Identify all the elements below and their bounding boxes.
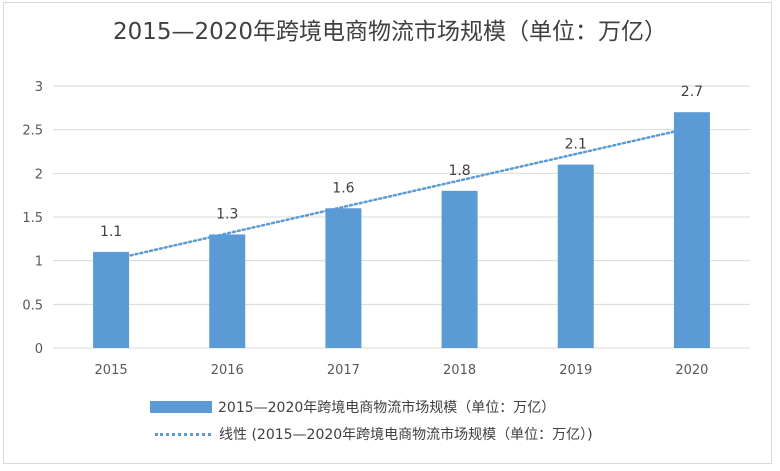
x-tick-label-2017: 2017	[327, 363, 360, 378]
legend-bar-label: 2015—2020年跨境电商物流市场规模（单位：万亿）	[218, 400, 556, 416]
bar-2017	[325, 208, 362, 348]
bar-2020	[673, 112, 710, 348]
x-tick-label-2015: 2015	[95, 363, 128, 378]
data-label-2017: 1.6	[332, 180, 354, 196]
y-tick-label-6: 3	[35, 80, 43, 95]
y-tick-label-4: 2	[35, 167, 43, 182]
y-tick-label-3: 1.5	[22, 211, 43, 226]
x-tick-label-2019: 2019	[559, 363, 592, 378]
legend-trendline-swatch	[155, 432, 211, 436]
x-tick-label-2016: 2016	[211, 363, 244, 378]
y-tick-label-5: 2.5	[22, 124, 43, 139]
bar-2018	[441, 190, 478, 348]
data-label-2020: 2.7	[681, 84, 703, 100]
data-label-2015: 1.1	[100, 224, 122, 240]
x-tick-label-2018: 2018	[443, 363, 476, 378]
chart-title: 2015—2020年跨境电商物流市场规模（单位：万亿）	[112, 19, 668, 45]
x-tick-label-2020: 2020	[675, 363, 708, 378]
legend-trendline-label: 线性 (2015—2020年跨境电商物流市场规模（单位：万亿）)	[219, 427, 593, 443]
chart-frame	[3, 2, 772, 464]
legend-item-bars: 2015—2020年跨境电商物流市场规模（单位：万亿）	[150, 397, 710, 417]
data-label-2018: 1.8	[448, 163, 470, 179]
y-tick-label-1: 0.5	[22, 298, 43, 313]
data-label-2016: 1.3	[216, 206, 238, 222]
legend-bar-swatch	[150, 401, 212, 413]
y-tick-label-0: 0	[35, 342, 43, 357]
bar-2016	[209, 234, 246, 348]
trendline	[109, 126, 694, 262]
data-label-2019: 2.1	[565, 137, 587, 153]
y-tick-label-2: 1	[35, 255, 43, 270]
bar-2015	[93, 251, 130, 348]
bar-2019	[557, 164, 594, 348]
legend-item-trendline: 线性 (2015—2020年跨境电商物流市场规模（单位：万亿）)	[155, 424, 715, 444]
